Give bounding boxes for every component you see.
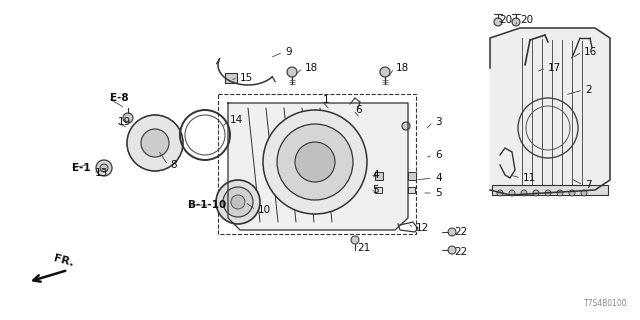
Text: 6: 6 bbox=[435, 150, 442, 160]
Bar bbox=[375, 187, 382, 193]
Text: 15: 15 bbox=[240, 73, 253, 83]
Circle shape bbox=[263, 110, 367, 214]
Text: 5: 5 bbox=[372, 185, 379, 195]
Circle shape bbox=[295, 142, 335, 182]
Text: 7: 7 bbox=[585, 180, 591, 190]
Polygon shape bbox=[228, 103, 408, 230]
Circle shape bbox=[494, 18, 502, 26]
Circle shape bbox=[545, 190, 551, 196]
Text: E-1: E-1 bbox=[72, 163, 91, 173]
Text: B-1-10: B-1-10 bbox=[188, 200, 227, 210]
Text: 4: 4 bbox=[372, 170, 379, 180]
Text: E-8: E-8 bbox=[110, 93, 129, 103]
Text: 8: 8 bbox=[170, 160, 177, 170]
Circle shape bbox=[512, 18, 520, 26]
Text: FR.: FR. bbox=[52, 253, 74, 268]
Text: 13: 13 bbox=[95, 168, 108, 178]
Text: 14: 14 bbox=[230, 115, 243, 125]
Circle shape bbox=[231, 195, 245, 209]
Polygon shape bbox=[490, 28, 610, 195]
Circle shape bbox=[581, 190, 587, 196]
Text: 22: 22 bbox=[454, 227, 467, 237]
Circle shape bbox=[223, 187, 253, 217]
Circle shape bbox=[557, 190, 563, 196]
Text: 17: 17 bbox=[548, 63, 561, 73]
Text: 18: 18 bbox=[396, 63, 409, 73]
Text: 21: 21 bbox=[357, 243, 371, 253]
Circle shape bbox=[96, 160, 112, 176]
Text: 10: 10 bbox=[258, 205, 271, 215]
Text: 2: 2 bbox=[585, 85, 591, 95]
Circle shape bbox=[216, 180, 260, 224]
Circle shape bbox=[380, 67, 390, 77]
Circle shape bbox=[351, 236, 359, 244]
Text: 11: 11 bbox=[523, 173, 536, 183]
Text: 5: 5 bbox=[435, 188, 442, 198]
Text: 3: 3 bbox=[435, 117, 442, 127]
Bar bbox=[492, 185, 608, 195]
Bar bbox=[408, 187, 415, 193]
Text: 4: 4 bbox=[435, 173, 442, 183]
Circle shape bbox=[277, 124, 353, 200]
Circle shape bbox=[127, 115, 183, 171]
Bar bbox=[408, 172, 416, 180]
Circle shape bbox=[509, 190, 515, 196]
Circle shape bbox=[569, 190, 575, 196]
Text: 9: 9 bbox=[285, 47, 292, 57]
Text: 12: 12 bbox=[416, 223, 429, 233]
Bar bbox=[218, 94, 416, 234]
Text: T7S4B0100: T7S4B0100 bbox=[584, 299, 628, 308]
Bar bbox=[225, 73, 237, 83]
Text: 22: 22 bbox=[454, 247, 467, 257]
Text: 19: 19 bbox=[118, 117, 131, 127]
Text: 6: 6 bbox=[355, 105, 362, 115]
Circle shape bbox=[123, 113, 133, 123]
Circle shape bbox=[497, 190, 503, 196]
Circle shape bbox=[100, 164, 108, 172]
Circle shape bbox=[141, 129, 169, 157]
Bar bbox=[375, 172, 383, 180]
Circle shape bbox=[448, 246, 456, 254]
Text: 20: 20 bbox=[499, 15, 512, 25]
Circle shape bbox=[448, 228, 456, 236]
Text: 16: 16 bbox=[584, 47, 597, 57]
Circle shape bbox=[533, 190, 539, 196]
Text: 1: 1 bbox=[323, 95, 330, 105]
Circle shape bbox=[287, 67, 297, 77]
Text: 18: 18 bbox=[305, 63, 318, 73]
Circle shape bbox=[521, 190, 527, 196]
Circle shape bbox=[402, 122, 410, 130]
Text: 20: 20 bbox=[520, 15, 533, 25]
